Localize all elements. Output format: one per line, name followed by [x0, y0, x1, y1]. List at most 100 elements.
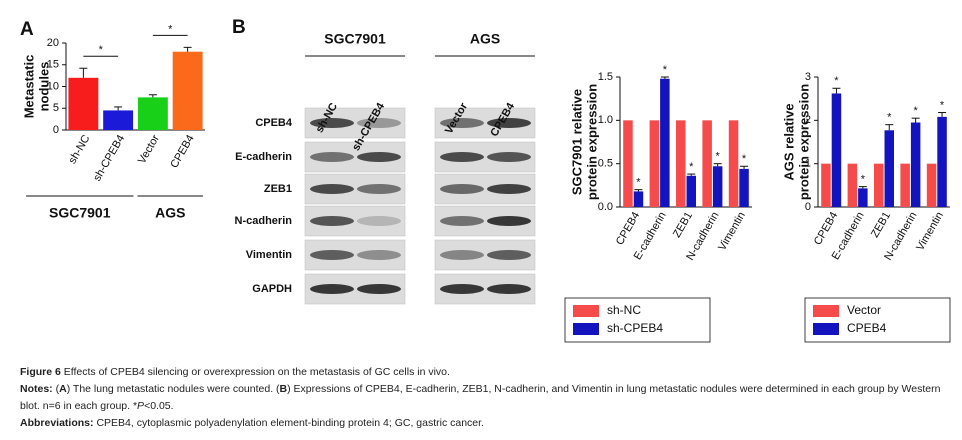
legend-label: sh-NC [607, 303, 641, 317]
group-label: SGC7901 [49, 205, 111, 221]
caption: Figure 6 Effects of CPEB4 silencing or o… [20, 364, 950, 432]
y-axis-label: Metastatic [21, 55, 36, 119]
blot-band [487, 250, 531, 260]
blot-band [440, 118, 484, 128]
legend-swatch [813, 323, 839, 335]
notes-text: ) The lung metastatic nodules were count… [66, 383, 280, 395]
y-axis-label: AGS relative [781, 103, 796, 180]
blot-band [357, 152, 401, 162]
legend-swatch [573, 323, 599, 335]
bar [910, 122, 921, 207]
bar [675, 120, 686, 207]
caption-title: Figure 6 Effects of CPEB4 silencing or o… [20, 364, 950, 381]
legend-label: sh-CPEB4 [607, 321, 663, 335]
abbreviations-label: Abbreviations: [20, 417, 94, 429]
bar [858, 188, 868, 207]
y-axis-label: nodules [36, 62, 51, 112]
notes-text: B [279, 383, 288, 395]
blot-band [440, 152, 484, 162]
x-tick-label: sh-CPEB4 [91, 133, 127, 183]
blot-band [310, 250, 354, 260]
bar [712, 166, 723, 207]
bar [847, 163, 858, 207]
y-tick-label: 0.0 [598, 201, 613, 213]
bar [821, 163, 831, 207]
legend-swatch [813, 305, 839, 317]
blot-band [487, 152, 531, 162]
bar [900, 163, 910, 207]
blot-band [440, 284, 484, 294]
blot-band [310, 152, 354, 162]
significance-mark: * [861, 174, 866, 186]
bar [728, 120, 739, 207]
y-tick-label: 5 [53, 102, 59, 114]
blot-band [310, 284, 354, 294]
x-tick-label: ZEB1 [869, 210, 893, 240]
blot-band [310, 118, 354, 128]
significance-mark: * [663, 64, 668, 76]
notes-text: A [59, 383, 67, 395]
bar [873, 163, 884, 207]
bar [137, 97, 168, 130]
cell-line-label: AGS [470, 31, 500, 47]
x-tick-label: CPEB4 [168, 133, 196, 170]
notes: Notes: (A) The lung metastatic nodules w… [20, 381, 950, 415]
significance-mark: * [168, 23, 173, 35]
blot-band [310, 216, 354, 226]
abbreviations: Abbreviations: CPEB4, cytoplasmic polyad… [20, 415, 950, 432]
bar [660, 78, 670, 207]
blot-row-label: Vimentin [246, 249, 293, 261]
y-axis-label: protein expression [796, 84, 811, 200]
group-label: AGS [155, 205, 185, 221]
bar [686, 175, 697, 207]
abbreviations-text: CPEB4, cytoplasmic polyadenylation eleme… [96, 417, 484, 429]
blot-band [487, 216, 531, 226]
significance-mark: * [742, 153, 747, 165]
y-tick-label: 3 [805, 71, 811, 83]
y-axis-label: SGC7901 relative [569, 89, 584, 195]
y-tick-label: 0 [805, 201, 811, 213]
bar [103, 110, 134, 130]
bar [739, 168, 749, 207]
significance-mark: * [834, 75, 839, 87]
bar [68, 77, 99, 130]
blot-row-label: N-cadherin [235, 215, 293, 227]
y-tick-label: 0 [53, 124, 59, 136]
bar [926, 163, 937, 207]
x-tick-label: ZEB1 [671, 210, 695, 240]
y-tick-label: 20 [47, 37, 59, 49]
y-tick-label: 0.5 [598, 158, 613, 170]
bar [937, 116, 947, 207]
notes-text: ) Expressions of CPEB4, E-cadherin, ZEB1… [20, 383, 941, 412]
x-tick-label: Vector [136, 133, 162, 166]
x-tick-label: CPEB4 [812, 210, 840, 247]
legend-swatch [573, 305, 599, 317]
y-tick-label: 1.5 [598, 71, 613, 83]
blot-band [357, 118, 401, 128]
figure-label: Figure 6 [20, 366, 61, 378]
significance-mark: * [914, 105, 919, 117]
blot-band [440, 216, 484, 226]
figure-title: Effects of CPEB4 silencing or overexpres… [63, 366, 450, 378]
significance-mark: * [940, 99, 945, 111]
y-tick-label: 1 [805, 158, 811, 170]
cell-line-label: SGC7901 [324, 31, 386, 47]
blot-band [357, 284, 401, 294]
legend-label: Vector [847, 303, 881, 317]
blot-band [357, 216, 401, 226]
legend-label: CPEB4 [847, 321, 887, 335]
blot-band [357, 184, 401, 194]
y-tick-label: 2 [805, 114, 811, 126]
blot-band [487, 284, 531, 294]
panel-label: A [20, 19, 34, 40]
blot-row-label: GAPDH [252, 283, 292, 295]
notes-text: P [137, 400, 145, 412]
significance-mark: * [887, 112, 892, 124]
notes-text: <0.05. [144, 400, 174, 412]
x-tick-label: sh-NC [67, 133, 93, 166]
panel-label: B [232, 17, 246, 38]
significance-mark: * [716, 151, 721, 163]
bar [623, 120, 633, 207]
bar [884, 130, 895, 207]
